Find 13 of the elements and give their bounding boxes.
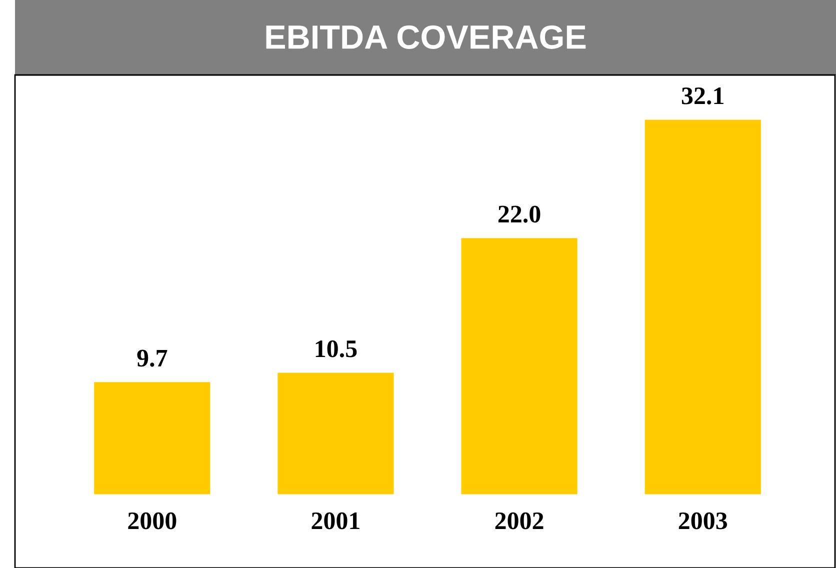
data-label: 22.0 bbox=[498, 206, 540, 223]
x-tick-label: 2002 bbox=[495, 512, 544, 530]
data-label: 32.1 bbox=[682, 88, 724, 104]
chart-title: EBITDA COVERAGE bbox=[266, 25, 586, 49]
bar bbox=[460, 236, 579, 495]
data-label: 9.7 bbox=[137, 350, 168, 367]
bar bbox=[92, 380, 212, 495]
x-tick-label: 2000 bbox=[128, 512, 176, 530]
x-tick-label: 2001 bbox=[312, 512, 360, 530]
bar bbox=[276, 371, 396, 495]
x-tick-label: 2003 bbox=[678, 512, 727, 530]
bar bbox=[643, 118, 762, 495]
data-label: 10.5 bbox=[316, 340, 357, 358]
